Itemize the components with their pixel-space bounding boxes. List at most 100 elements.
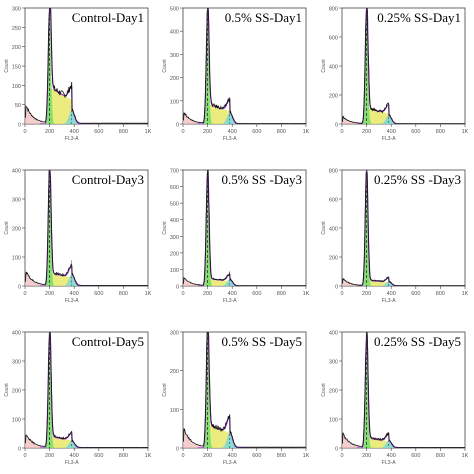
y-tick-label: 200 (329, 256, 338, 262)
histogram-panel: 0 50 100 150 200 250 300 0 200 400 600 800 1K FL3-A Co… (4, 7, 152, 143)
s-phase-fill (366, 280, 389, 286)
g2-peak-fill (377, 281, 400, 286)
panel-title: 0.25% SS-Day1 (377, 10, 461, 25)
x-tick-label: 800 (277, 291, 286, 297)
y-tick-label: 700 (170, 169, 179, 175)
x-tick-label: 400 (228, 453, 237, 459)
x-tick-label: 400 (387, 129, 396, 135)
histogram-line (183, 332, 306, 448)
x-axis-label: FL3-A (382, 460, 396, 466)
histogram-line (25, 170, 148, 286)
x-tick-label: 400 (228, 129, 237, 135)
y-tick-label: 300 (170, 331, 179, 337)
x-tick-label: 600 (94, 129, 103, 135)
debris-fill (25, 272, 44, 286)
s-phase-fill (49, 87, 72, 124)
x-tick-label: 800 (277, 453, 286, 459)
x-tick-label: 0 (340, 291, 343, 297)
g2-peak-fill (218, 279, 241, 286)
y-tick-label: 400 (329, 65, 338, 71)
x-tick-label: 800 (436, 129, 445, 135)
x-tick-label: 800 (119, 129, 128, 135)
y-tick-label: 200 (170, 251, 179, 257)
debris-fill (342, 279, 361, 286)
histogram-line (342, 332, 465, 448)
x-tick-label: 600 (252, 291, 261, 297)
panel-title: 0.5% SS -Day5 (221, 334, 302, 349)
x-tick-label: 1K (145, 291, 152, 297)
s-phase-fill (207, 278, 230, 286)
y-tick-label: 400 (12, 331, 21, 337)
debris-fill (183, 278, 202, 286)
debris-fill (25, 105, 44, 124)
x-tick-label: 800 (119, 291, 128, 297)
x-tick-label: 200 (203, 291, 212, 297)
x-tick-label: 400 (387, 453, 396, 459)
x-tick-label: 400 (387, 291, 396, 297)
x-tick-label: 800 (436, 291, 445, 297)
y-tick-label: 0 (176, 447, 179, 453)
x-tick-label: 0 (23, 291, 26, 297)
x-tick-label: 0 (23, 129, 26, 135)
x-tick-label: 200 (203, 453, 212, 459)
histogram-panel: 0 100 200 300 400 0 200 400 600 800 1K FL3-A Count Co… (4, 169, 152, 305)
x-tick-label: 200 (362, 129, 371, 135)
x-axis-label: FL3-A (65, 460, 79, 466)
y-tick-label: 300 (12, 7, 21, 13)
y-tick-label: 500 (170, 202, 179, 208)
x-tick-label: 1K (303, 453, 310, 459)
x-tick-label: 600 (94, 453, 103, 459)
y-tick-label: 200 (170, 76, 179, 82)
y-tick-label: 100 (12, 418, 21, 424)
g1-peak-fill (44, 333, 55, 448)
histogram-line (342, 171, 465, 286)
x-tick-label: 0 (181, 129, 184, 135)
histogram-line (25, 332, 148, 448)
s-phase-fill (366, 108, 389, 124)
panel-title: Control-Day1 (72, 10, 144, 25)
y-tick-label: 300 (12, 360, 21, 366)
panel-title: 0.5% SS-Day1 (225, 10, 302, 25)
x-tick-label: 1K (303, 291, 310, 297)
x-tick-label: 1K (303, 129, 310, 135)
y-tick-label: 100 (12, 84, 21, 90)
x-tick-label: 600 (411, 129, 420, 135)
y-tick-label: 600 (329, 198, 338, 204)
histogram-line (183, 8, 306, 124)
y-tick-label: 0 (18, 123, 21, 129)
x-axis-label: FL3-A (223, 136, 237, 142)
x-tick-label: 200 (45, 291, 54, 297)
plot-area (25, 8, 148, 124)
y-axis-label: Count (321, 383, 327, 397)
y-tick-label: 400 (329, 331, 338, 337)
y-tick-label: 100 (170, 408, 179, 414)
x-tick-label: 600 (411, 291, 420, 297)
y-tick-label: 400 (170, 30, 179, 36)
x-tick-label: 0 (340, 129, 343, 135)
y-tick-label: 300 (329, 360, 338, 366)
x-axis-label: FL3-A (65, 136, 79, 142)
y-tick-label: 500 (170, 7, 179, 13)
x-tick-label: 600 (252, 453, 261, 459)
y-tick-label: 250 (12, 26, 21, 32)
g1-peak-fill (44, 9, 55, 124)
panel-title: 0.5% SS -Day3 (221, 172, 302, 187)
y-axis-label: Count (321, 221, 327, 235)
y-axis-label: Count (4, 383, 10, 397)
s-phase-fill (366, 437, 389, 448)
g1-peak-fill (202, 171, 213, 286)
histogram-line (25, 8, 148, 124)
y-tick-label: 0 (335, 285, 338, 291)
plot-frame (182, 7, 307, 125)
x-axis-label: FL3-A (223, 298, 237, 304)
y-tick-label: 300 (170, 53, 179, 59)
s-phase-fill (49, 436, 72, 448)
y-tick-label: 0 (335, 123, 338, 129)
s-phase-fill (49, 272, 72, 286)
panel-title: 0.25% SS -Day5 (374, 334, 461, 349)
plot-frame (341, 331, 466, 449)
histogram-panel: 0 100 200 300 400 500 0 200 400 600 800 1K FL3-A Coun… (162, 7, 310, 143)
debris-fill (25, 434, 44, 448)
g2-peak-fill (60, 274, 83, 286)
x-tick-label: 1K (145, 453, 152, 459)
